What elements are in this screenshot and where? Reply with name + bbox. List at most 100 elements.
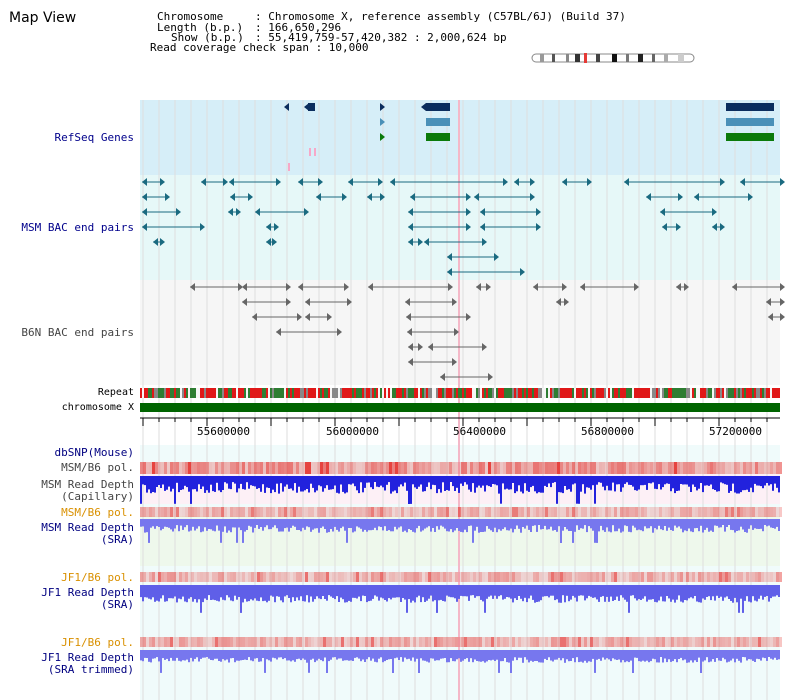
polymorphism-cell <box>488 637 491 647</box>
polymorphism-cell <box>230 637 233 647</box>
polymorphism-cell <box>152 507 155 517</box>
chromosome-ideogram[interactable] <box>531 53 695 63</box>
polymorphism-cell <box>239 572 242 582</box>
depth-bar <box>278 519 280 532</box>
depth-bar <box>494 476 496 485</box>
polymorphism-cell <box>299 507 302 517</box>
depth-bar <box>254 519 256 528</box>
msm-b6-pol-track-2[interactable] <box>140 507 782 517</box>
polymorphism-cell <box>380 507 383 517</box>
msm-depth-capillary-track[interactable] <box>140 476 780 504</box>
depth-bar <box>354 519 356 532</box>
bac-end-marker <box>406 313 411 321</box>
polymorphism-cell <box>380 637 383 647</box>
depth-bar <box>626 585 628 602</box>
msm-bac-end-pairs[interactable] <box>142 178 785 276</box>
depth-bar <box>310 650 312 660</box>
track-label-refseq[interactable]: RefSeq Genes <box>54 131 134 144</box>
polymorphism-cell <box>758 462 761 474</box>
polymorphism-cell <box>437 637 440 647</box>
depth-bar <box>572 650 574 659</box>
depth-bar <box>168 650 170 662</box>
polymorphism-cell <box>140 462 143 474</box>
depth-bar <box>756 476 758 486</box>
depth-bar <box>530 585 532 596</box>
msm-depth-sra-track[interactable] <box>140 519 780 543</box>
repeat-segment <box>724 388 726 398</box>
depth-bar <box>712 519 714 532</box>
depth-bar <box>444 519 446 529</box>
depth-bar <box>316 519 318 529</box>
depth-bar <box>430 476 432 490</box>
depth-bar <box>378 650 380 659</box>
depth-bar <box>320 519 322 528</box>
depth-bar <box>620 476 622 492</box>
depth-bar <box>702 476 704 493</box>
repeat-segment <box>532 388 534 398</box>
polymorphism-cell <box>161 572 164 582</box>
depth-bar <box>268 519 270 530</box>
depth-bar <box>334 476 336 486</box>
depth-bar <box>154 476 156 493</box>
polymorphism-cell <box>410 507 413 517</box>
depth-bar <box>672 519 674 531</box>
repeat-segment <box>550 388 552 398</box>
depth-bar <box>334 519 336 527</box>
chromosome-bar[interactable] <box>140 403 780 412</box>
polymorphism-cell <box>419 637 422 647</box>
repeat-segment <box>608 388 610 398</box>
depth-bar <box>614 519 616 532</box>
polymorphism-cell <box>575 462 578 474</box>
depth-bar <box>522 519 524 527</box>
polymorphism-cell <box>209 462 212 474</box>
polymorphism-cell <box>743 572 746 582</box>
depth-bar <box>250 476 252 486</box>
polymorphism-cell <box>320 572 323 582</box>
track-label-msm-bac[interactable]: MSM BAC end pairs <box>21 221 134 234</box>
repeat-segment <box>296 388 298 398</box>
depth-bar <box>156 585 158 601</box>
depth-bar <box>390 519 392 532</box>
depth-bar <box>158 585 160 602</box>
bac-end-marker <box>768 313 773 321</box>
polymorphism-cell <box>758 507 761 517</box>
depth-bar <box>534 476 536 492</box>
track-label-b6n-bac[interactable]: B6N BAC end pairs <box>21 326 134 339</box>
b6n-bac-end-pairs[interactable] <box>190 283 785 381</box>
polymorphism-cell <box>620 507 623 517</box>
bac-end-marker <box>662 223 667 231</box>
jf1-b6-pol-track-1[interactable] <box>140 572 782 582</box>
jf1-b6-pol-track-2[interactable] <box>140 637 782 647</box>
jf1-depth-trimmed-track[interactable] <box>140 650 780 673</box>
polymorphism-cell <box>323 572 326 582</box>
repeat-segment <box>396 388 398 398</box>
depth-bar <box>450 585 452 598</box>
depth-bar <box>230 476 232 490</box>
repeat-segment <box>582 388 584 398</box>
repeat-segment <box>450 388 452 398</box>
repeat-segment <box>186 388 188 398</box>
repeat-segment <box>460 388 462 398</box>
msm-b6-pol-track-1[interactable] <box>140 462 782 474</box>
depth-bar <box>508 476 510 490</box>
repeat-segment <box>406 388 408 398</box>
depth-bar <box>358 476 360 494</box>
depth-bar <box>150 650 152 663</box>
track-label-dbsnp[interactable]: dbSNP(Mouse) <box>54 446 134 459</box>
depth-bar <box>706 650 708 658</box>
depth-bar <box>544 650 546 659</box>
bac-end-marker <box>367 193 372 201</box>
polymorphism-cell <box>533 637 536 647</box>
depth-bar <box>484 585 486 613</box>
polymorphism-cell <box>527 462 530 474</box>
depth-bar <box>708 519 710 532</box>
repeat-track[interactable] <box>140 388 780 398</box>
jf1-depth-sra-track[interactable] <box>140 585 780 613</box>
depth-bar <box>276 519 278 529</box>
depth-bar <box>768 519 770 526</box>
bac-end-marker <box>562 283 567 291</box>
refseq-genes[interactable] <box>284 103 774 171</box>
depth-bar <box>630 476 632 485</box>
depth-bar <box>192 519 194 527</box>
polymorphism-cell <box>752 572 755 582</box>
